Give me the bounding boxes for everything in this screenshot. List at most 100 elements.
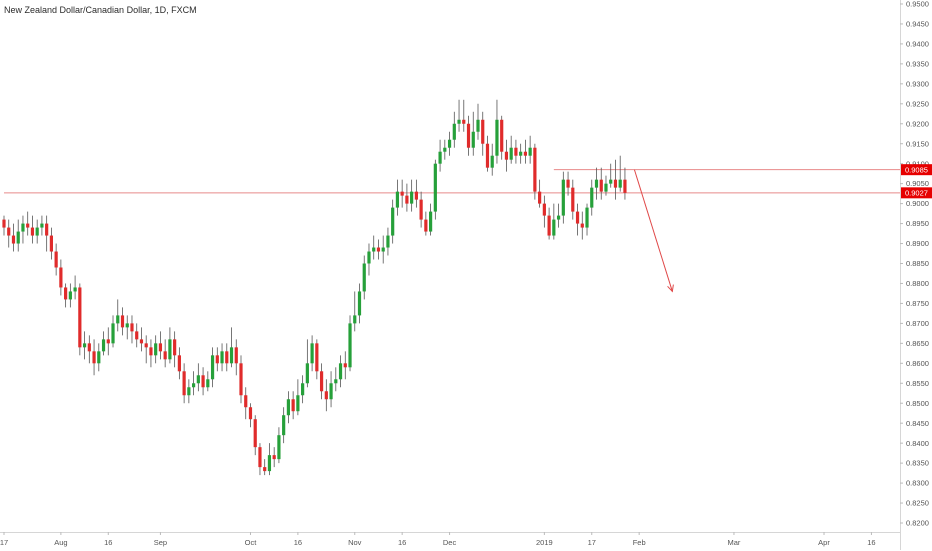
price-tick-label: 0.8550 <box>906 379 929 388</box>
candle-body <box>248 407 253 420</box>
price-tick-label: 0.8400 <box>906 439 929 448</box>
candle-body <box>452 123 456 140</box>
candle-body <box>35 227 39 236</box>
candle-body <box>2 219 6 228</box>
price-tick-label: 0.8250 <box>906 499 929 508</box>
price-axis[interactable] <box>900 0 932 550</box>
time-tick-label: Nov <box>348 538 362 547</box>
candle-body <box>485 143 490 168</box>
chart-area[interactable]: New Zealand Dollar/Canadian Dollar, 1D, … <box>0 0 900 532</box>
candle-body <box>599 179 603 192</box>
candle-body <box>310 343 314 364</box>
time-tick-label: 17 <box>588 538 596 547</box>
candle-body <box>329 383 333 400</box>
candle-body <box>154 343 158 356</box>
candle-body <box>462 119 466 124</box>
time-tick-label: 16 <box>867 538 875 547</box>
price-tick-label: 0.8750 <box>906 299 929 308</box>
candle-body <box>125 323 129 328</box>
candle-body <box>372 247 376 252</box>
candle-body <box>73 287 77 292</box>
price-tick-label: 0.9300 <box>906 79 929 88</box>
candle-body <box>481 119 485 144</box>
candle-body <box>139 339 144 344</box>
time-tick-label: Sep <box>154 538 167 547</box>
price-tick-label: 0.9050 <box>906 179 929 188</box>
candle-body <box>357 291 362 316</box>
candle-body <box>196 375 200 384</box>
candle-body <box>447 139 452 148</box>
resistance-price-badge-label: 0.9085 <box>905 165 928 174</box>
candle-body <box>429 211 433 232</box>
candle-body <box>547 215 551 236</box>
candle-body <box>286 399 290 416</box>
price-tick-label: 0.8650 <box>906 339 929 348</box>
price-tick-label: 0.8850 <box>906 259 929 268</box>
price-tick-label: 0.8600 <box>906 359 929 368</box>
candle-body <box>590 187 594 208</box>
candle-body <box>315 343 319 372</box>
candle-body <box>433 163 437 212</box>
forecast-arrow-head <box>667 284 674 293</box>
time-tick-label: Dec <box>443 538 457 547</box>
candle-body <box>533 147 537 192</box>
candle-body <box>490 155 494 168</box>
candle-body <box>291 399 295 412</box>
candle-body <box>106 339 110 344</box>
candle-body <box>229 347 234 364</box>
candle-body <box>443 147 447 152</box>
candle-body <box>438 151 442 164</box>
candle-body <box>552 219 556 236</box>
candle-body <box>111 323 115 344</box>
candle-body <box>54 251 58 268</box>
candle-body <box>135 331 139 340</box>
current-price-badge-label: 0.9027 <box>905 188 928 197</box>
candle-body <box>575 211 580 224</box>
time-tick-label: 16 <box>294 538 302 547</box>
candle-body <box>68 291 72 300</box>
time-tick-label: Apr <box>818 538 830 547</box>
time-tick-label: 16 <box>104 538 112 547</box>
candle-body <box>618 179 622 188</box>
candle-body <box>258 447 262 468</box>
price-tick-label: 0.8950 <box>906 219 929 228</box>
candle-body <box>87 343 91 352</box>
price-tick-label: 0.8500 <box>906 399 929 408</box>
candle-body <box>7 227 11 236</box>
price-tick-label: 0.8450 <box>906 419 929 428</box>
candle-body <box>542 203 546 216</box>
price-tick-label: 0.8350 <box>906 459 929 468</box>
candle-body <box>45 223 49 236</box>
candle-body <box>594 179 599 188</box>
price-tick-label: 0.9100 <box>906 159 929 168</box>
candle-body <box>192 383 196 388</box>
candle-body <box>272 455 276 460</box>
time-tick-label: 2019 <box>536 538 553 547</box>
symbol-title: New Zealand Dollar/Canadian Dollar, 1D, … <box>4 5 197 15</box>
candle-body <box>21 223 25 232</box>
candle-body <box>476 119 480 132</box>
candle-body <box>82 343 87 348</box>
price-tick-label: 0.9200 <box>906 119 929 128</box>
time-tick-label: Feb <box>633 538 646 547</box>
candle-body <box>263 467 267 472</box>
candle-body <box>613 179 618 188</box>
time-tick-label: Aug <box>54 538 67 547</box>
current-price-badge <box>901 187 932 199</box>
candle-body <box>457 119 461 124</box>
candle-body <box>92 351 96 364</box>
candle-body <box>239 363 243 396</box>
candle-body <box>353 315 357 324</box>
candle-body <box>220 351 224 364</box>
candle-body <box>59 267 63 288</box>
candle-body <box>97 351 101 364</box>
candle-body <box>301 383 305 396</box>
candle-body <box>210 355 215 380</box>
candle-body <box>120 315 125 328</box>
candle-body <box>367 251 371 264</box>
candle-body <box>424 219 428 232</box>
candle-body <box>206 379 210 388</box>
candle-body <box>49 235 53 252</box>
price-tick-label: 0.9400 <box>906 40 929 49</box>
candle-body <box>376 247 381 252</box>
